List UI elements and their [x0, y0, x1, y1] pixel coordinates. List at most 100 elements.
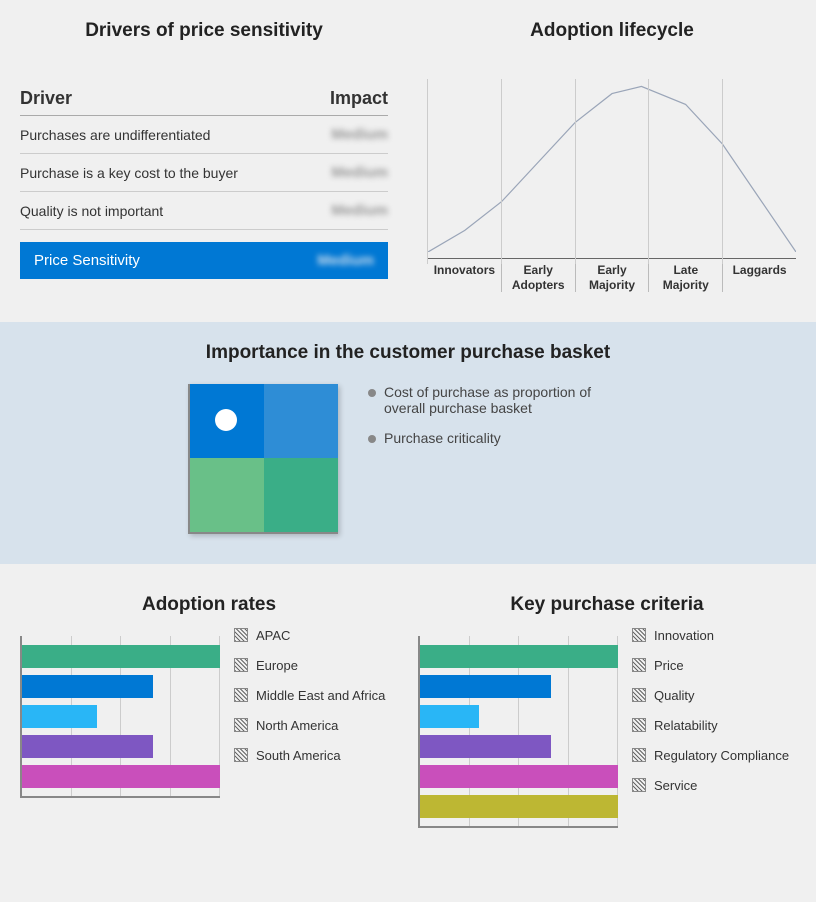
hatch-icon — [632, 688, 646, 702]
drivers-summary-label: Price Sensitivity — [34, 252, 140, 269]
hatch-icon — [632, 748, 646, 762]
hatch-icon — [632, 658, 646, 672]
driver-impact: Medium — [331, 164, 388, 181]
bar-row — [420, 732, 618, 760]
legend-text: APAC — [256, 628, 290, 643]
lifecycle-segment-label: EarlyAdopters — [501, 259, 575, 292]
driver-label: Purchase is a key cost to the buyer — [20, 165, 238, 181]
legend-text: Relatability — [654, 718, 718, 733]
criteria-title: Key purchase criteria — [418, 594, 796, 616]
criteria-bars — [418, 636, 618, 828]
lifecycle-segment-label: LateMajority — [648, 259, 722, 292]
legend-text: Regulatory Compliance — [654, 748, 789, 763]
legend-text: North America — [256, 718, 338, 733]
legend-item: Quality — [632, 680, 796, 710]
hatch-icon — [234, 718, 248, 732]
basket-title: Importance in the customer purchase bask… — [30, 342, 786, 364]
bar — [22, 735, 153, 758]
quadrant-top-right — [264, 384, 338, 458]
driver-label: Quality is not important — [20, 203, 163, 219]
legend-text: Quality — [654, 688, 694, 703]
basket-legend-text: Purchase criticality — [384, 430, 501, 446]
legend-item: Middle East and Africa — [234, 680, 398, 710]
driver-row: Purchases are undifferentiated Medium — [20, 116, 388, 154]
legend-item: Regulatory Compliance — [632, 740, 796, 770]
legend-item: North America — [234, 710, 398, 740]
bullet-icon — [368, 389, 376, 397]
legend-text: Middle East and Africa — [256, 688, 385, 703]
basket-legend-item: Cost of purchase as proportion of overal… — [368, 384, 628, 416]
drivers-panel: Drivers of price sensitivity Driver Impa… — [20, 20, 388, 292]
bar-row — [22, 672, 220, 700]
drivers-summary-value: Medium — [317, 252, 374, 269]
basket-legend: Cost of purchase as proportion of overal… — [368, 384, 628, 460]
legend-item: Innovation — [632, 620, 796, 650]
bar — [22, 765, 220, 788]
adoption-title: Adoption rates — [20, 594, 398, 616]
legend-text: Service — [654, 778, 697, 793]
basket-content: Cost of purchase as proportion of overal… — [30, 384, 786, 534]
bar — [420, 645, 618, 668]
hatch-icon — [632, 628, 646, 642]
basket-quadrant — [188, 384, 338, 534]
bar-row — [22, 702, 220, 730]
bar-row — [420, 702, 618, 730]
bar-row — [420, 672, 618, 700]
bar — [420, 765, 618, 788]
legend-text: South America — [256, 748, 341, 763]
drivers-header: Driver Impact — [20, 82, 388, 116]
lifecycle-segment-label: Innovators — [428, 259, 501, 292]
lifecycle-segment-label: Laggards — [722, 259, 796, 292]
hatch-icon — [632, 718, 646, 732]
adoption-legend: APAC Europe Middle East and Africa North Am… — [234, 620, 398, 770]
lifecycle-title: Adoption lifecycle — [428, 20, 796, 42]
bar-row — [22, 732, 220, 760]
basket-legend-text: Cost of purchase as proportion of overal… — [384, 384, 628, 416]
legend-item: Relatability — [632, 710, 796, 740]
hatch-icon — [234, 688, 248, 702]
criteria-legend: Innovation Price Quality Relatability Regula… — [632, 620, 796, 800]
bar — [420, 675, 551, 698]
driver-label: Purchases are undifferentiated — [20, 127, 210, 143]
legend-item: South America — [234, 740, 398, 770]
bar-row — [22, 642, 220, 670]
lifecycle-panel: Adoption lifecycle InnovatorsEarlyAdopte… — [428, 20, 796, 292]
bar — [22, 675, 153, 698]
bar-row — [420, 642, 618, 670]
lifecycle-segment-label: EarlyMajority — [575, 259, 649, 292]
criteria-panel: Key purchase criteria Innovation Price Qua… — [418, 594, 796, 828]
hatch-icon — [234, 628, 248, 642]
drivers-title: Drivers of price sensitivity — [20, 20, 388, 42]
legend-item: Price — [632, 650, 796, 680]
basket-panel: Importance in the customer purchase bask… — [0, 322, 816, 564]
lifecycle-curve — [428, 72, 796, 252]
bar — [420, 735, 551, 758]
legend-text: Price — [654, 658, 684, 673]
top-row: Drivers of price sensitivity Driver Impa… — [0, 0, 816, 322]
driver-row: Quality is not important Medium — [20, 192, 388, 230]
basket-dot — [215, 409, 237, 431]
adoption-panel: Adoption rates APAC Europe Middle East and… — [20, 594, 398, 828]
driver-row: Purchase is a key cost to the buyer Medi… — [20, 154, 388, 192]
legend-item: Service — [632, 770, 796, 800]
adoption-bars — [20, 636, 220, 798]
bottom-row: Adoption rates APAC Europe Middle East and… — [0, 564, 816, 848]
driver-impact: Medium — [331, 126, 388, 143]
drivers-header-impact: Impact — [330, 88, 388, 109]
legend-item: APAC — [234, 620, 398, 650]
bar-row — [420, 762, 618, 790]
drivers-header-driver: Driver — [20, 88, 72, 109]
bar — [420, 795, 618, 818]
drivers-table: Driver Impact Purchases are undifferenti… — [20, 82, 388, 279]
legend-text: Innovation — [654, 628, 714, 643]
basket-legend-item: Purchase criticality — [368, 430, 628, 446]
hatch-icon — [632, 778, 646, 792]
lifecycle-labels: InnovatorsEarlyAdoptersEarlyMajorityLate… — [428, 258, 796, 292]
bar — [22, 705, 97, 728]
drivers-summary: Price Sensitivity Medium — [20, 242, 388, 279]
driver-impact: Medium — [331, 202, 388, 219]
legend-text: Europe — [256, 658, 298, 673]
hatch-icon — [234, 658, 248, 672]
legend-item: Europe — [234, 650, 398, 680]
lifecycle-chart: InnovatorsEarlyAdoptersEarlyMajorityLate… — [428, 72, 796, 292]
